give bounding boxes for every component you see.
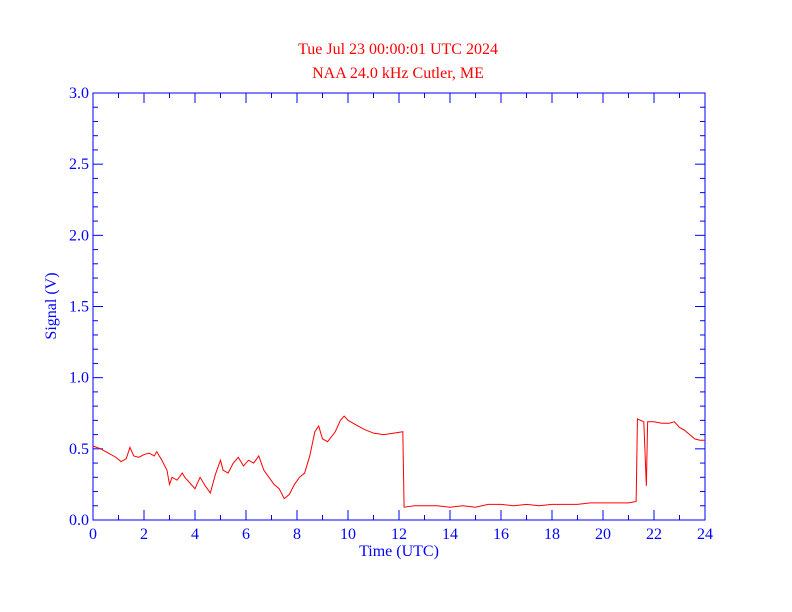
data-line: [92, 415, 705, 508]
x-tick-label: 0: [89, 526, 97, 543]
y-tick-label: 2.5: [69, 156, 89, 173]
x-axis-label: Time (UTC): [359, 543, 439, 560]
chart-title: Tue Jul 23 00:00:01 UTC 2024: [298, 41, 498, 58]
x-tick-label: 20: [595, 526, 611, 543]
x-tick-label: 24: [697, 526, 713, 543]
x-tick-label: 8: [293, 526, 301, 543]
x-tick-label: 10: [340, 526, 356, 543]
y-tick-label: 0.0: [69, 512, 89, 529]
y-tick-label: 1.0: [69, 370, 89, 387]
y-tick-label: 3.0: [69, 85, 89, 102]
y-tick-label: 0.5: [69, 441, 89, 458]
x-tick-label: 2: [140, 526, 148, 543]
x-tick-label: 16: [493, 526, 509, 543]
x-tick-label: 12: [391, 526, 407, 543]
plot-frame: [92, 92, 706, 521]
x-tick-label: 4: [191, 526, 199, 543]
y-axis-label: Signal (V): [43, 272, 60, 339]
x-tick-label: 22: [646, 526, 662, 543]
x-tick-label: 14: [442, 526, 458, 543]
x-tick-label: 6: [242, 526, 250, 543]
x-tick-label: 18: [544, 526, 560, 543]
y-tick-label: 2.0: [69, 227, 89, 244]
y-tick-label: 1.5: [69, 299, 89, 316]
chart-subtitle: NAA 24.0 kHz Cutler, ME: [312, 65, 484, 82]
